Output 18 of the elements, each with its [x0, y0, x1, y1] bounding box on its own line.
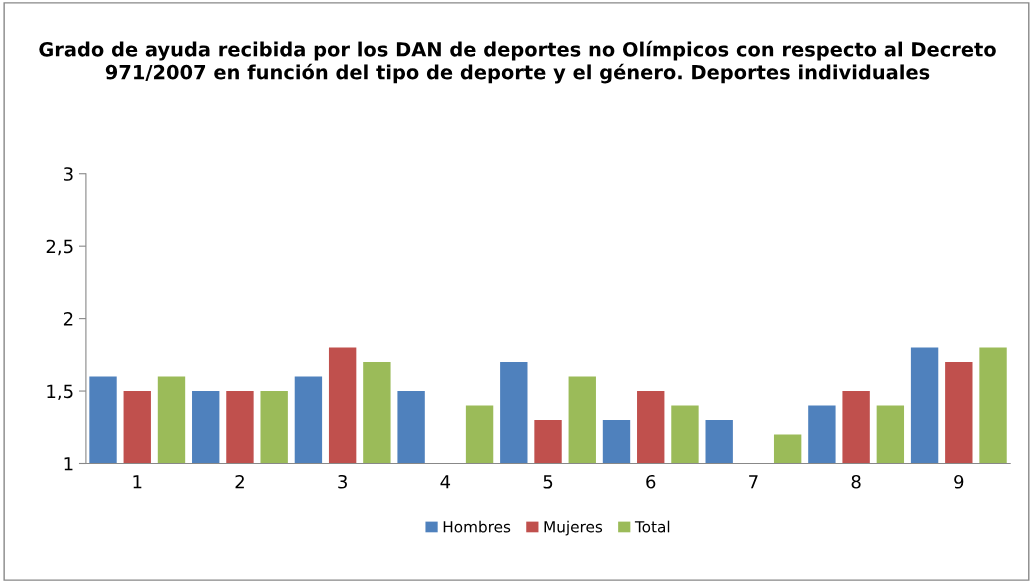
- legend-label: Mujeres: [544, 520, 603, 536]
- x-tick-label: 6: [646, 474, 656, 489]
- legend-label: Total: [634, 520, 670, 533]
- x-tick-label: 2: [235, 474, 244, 489]
- x-tick-label: 8: [851, 474, 861, 489]
- chart-title: Grado de ayuda recibida por los DAN de deportes no Olímpicos con respecto al Decreto 971/2007 en función del tipo de deporte y el género. Deportes individuales: [39, 40, 996, 84]
- x-tick-label: 1: [133, 475, 142, 489]
- x-tick-label: 5: [543, 475, 553, 489]
- x-tick-label: 9: [954, 474, 964, 489]
- y-tick-label: 1,5: [47, 384, 73, 401]
- y-tick-label: 3: [63, 167, 73, 181]
- y-tick-label: 1: [64, 457, 73, 471]
- x-tick-label: 4: [440, 475, 451, 489]
- y-tick-label: 2,5: [46, 239, 73, 256]
- y-tick-label: 2: [63, 312, 73, 326]
- x-tick-label: 7: [749, 475, 758, 489]
- x-tick-label: 3: [338, 474, 347, 489]
- legend-label: Hombres: [443, 520, 511, 533]
